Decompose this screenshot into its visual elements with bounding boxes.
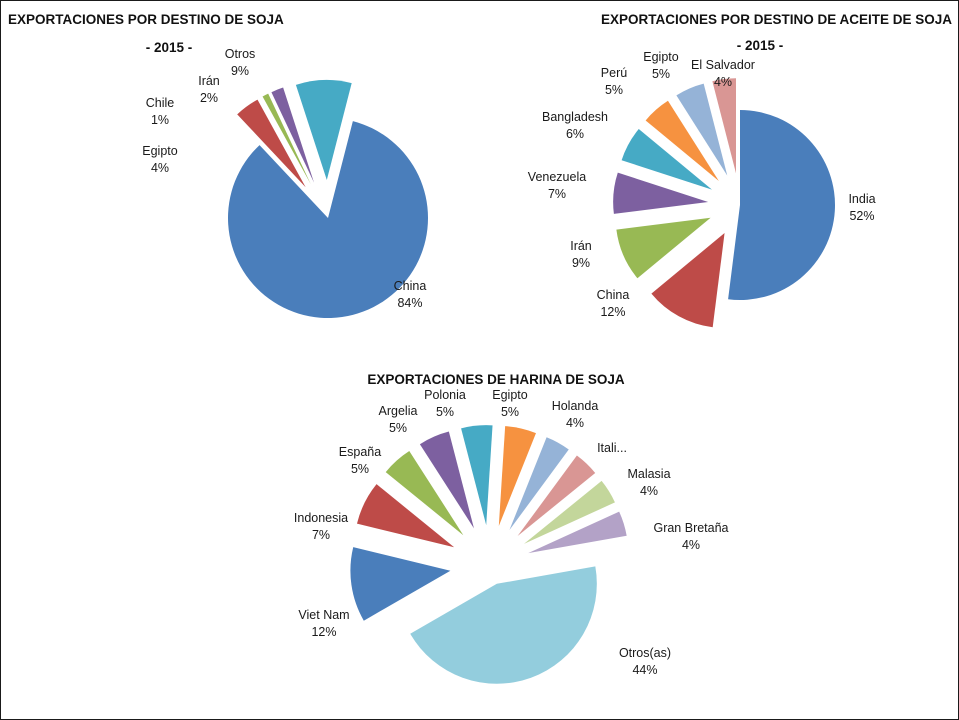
chart2-label-iran: Irán 9% <box>570 239 592 270</box>
chart2-label-china: China 12% <box>597 288 630 319</box>
chart3-label-argelia: Argelia 5% <box>379 404 418 435</box>
chart1-slice-egipto <box>237 99 306 188</box>
chart3-slice-viet-nam <box>350 547 451 621</box>
chart2-slice-india <box>728 109 836 300</box>
chart3-slice-itali <box>517 455 596 537</box>
chart2-label-venezuela: Venezuela 7% <box>528 170 586 201</box>
chart1-slice-chile <box>262 93 311 185</box>
chart1-slice-china <box>228 121 429 318</box>
chart3-slice-otros-as <box>410 566 597 684</box>
chart2-slice-egipto <box>676 83 728 176</box>
chart3-label-espana: España 5% <box>339 445 381 476</box>
chart2-slice-venezuela <box>613 172 709 214</box>
chart3-label-otros-as: Otros(as) 44% <box>619 646 671 677</box>
chart2-slice-bangladesh <box>621 129 712 190</box>
chart2-label-bangladesh: Bangladesh 6% <box>542 110 608 141</box>
chart2-slice-el-salvador <box>712 78 736 174</box>
chart2-label-el-salvador: El Salvador 4% <box>691 58 755 89</box>
chart3-label-viet-nam: Viet Nam 12% <box>298 608 349 639</box>
chart2-labels: India 52% China 12%Irán 9% Venezuela 7% Banglad… <box>528 50 876 319</box>
chart1-label-egipto: Egipto 4% <box>142 144 177 175</box>
chart2-slice-iran <box>616 217 711 279</box>
chart1-subtitle: - 2015 - <box>146 40 193 55</box>
chart3-slice-malasia <box>523 480 615 544</box>
chart3-slice-argelia <box>419 431 474 529</box>
chart1-slice-otros <box>295 80 352 181</box>
chart1-label-china: China 84% <box>394 279 427 310</box>
chart3-slice-espana <box>385 451 464 536</box>
chart1-pie <box>228 80 429 318</box>
chart1-label-otros: Otros 9% <box>225 47 256 78</box>
chart3-slice-indonesia <box>356 484 455 548</box>
chart1-label-iran: Irán 2% <box>198 74 220 105</box>
chart2-label-india: India 52% <box>848 192 875 223</box>
chart3-slice-holanda <box>509 437 569 531</box>
chart3-pie <box>350 425 627 684</box>
chart3-title: EXPORTACIONES DE HARINA DE SOJA <box>367 372 625 387</box>
chart3-label-itali: Itali... <box>597 441 627 455</box>
chart1-slice-iran <box>271 87 315 183</box>
chart1-title: EXPORTACIONES POR DESTINO DE SOJA <box>8 12 284 27</box>
chart3-slice-polonia <box>461 425 493 526</box>
chart3-slice-egipto <box>498 426 536 526</box>
chart1-labels: China 84% Egipto 4% Chile 1% Irán 2%Otros 9% <box>142 47 426 310</box>
chart3-label-egipto: Egipto 5% <box>492 388 527 419</box>
chart1-label-chile: Chile 1% <box>146 96 175 127</box>
chart2-subtitle: - 2015 - <box>737 38 784 53</box>
chart3-label-gran-bretana: Gran Bretaña 4% <box>653 521 728 552</box>
chart3-label-indonesia: Indonesia 7% <box>294 511 348 542</box>
chart2-title: EXPORTACIONES POR DESTINO DE ACEITE DE S… <box>601 12 952 27</box>
chart3-label-polonia: Polonia 5% <box>424 388 466 419</box>
chart2-pie <box>613 78 836 328</box>
chart2-slice-china <box>651 233 725 328</box>
chart2-label-egipto: Egipto 5% <box>643 50 678 81</box>
chart3-label-malasia: Malasia 4% <box>627 467 670 498</box>
chart2-slice-peru <box>645 100 719 181</box>
chart3-slice-gran-bretana <box>528 511 627 554</box>
chart3-label-holanda: Holanda 4% <box>552 399 599 430</box>
chart3-labels: Otros(as) 44% Viet Nam 12% Indonesia 7% España… <box>294 388 729 677</box>
chart2-label-peru: Perú 5% <box>601 66 627 97</box>
